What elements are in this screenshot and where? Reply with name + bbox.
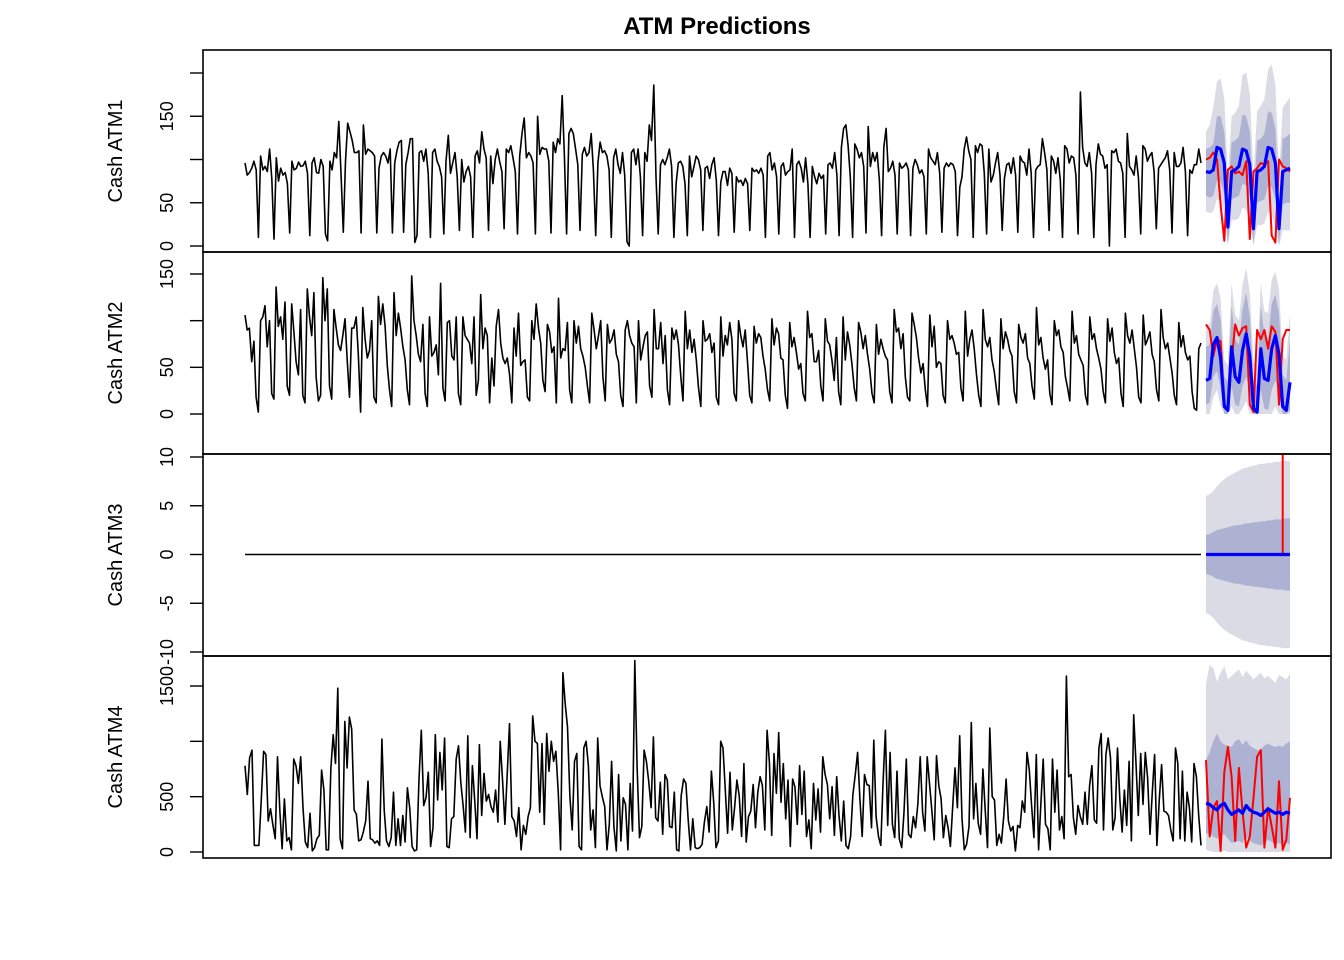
panel-2: 0 50 150 Cash ATM2 bbox=[105, 251, 1332, 455]
panel-3-tick-label-3: 5 bbox=[157, 501, 177, 511]
panel-4: 0 500 1500 Cash ATM4 bbox=[105, 655, 1332, 859]
panel-4-tick-label-0: 0 bbox=[157, 847, 177, 857]
panel-3: -10 -5 0 5 10 Cash ATM3 bbox=[105, 447, 1332, 665]
panel-2-tick-label-1: 50 bbox=[157, 357, 177, 377]
panel-2-forecast-mean-line bbox=[1205, 332, 1292, 414]
panel-1-history-line bbox=[244, 84, 1202, 247]
panel-4-actual-line bbox=[1205, 745, 1291, 852]
chart-panels: 0 50 150 Cash ATM1 0 50 150 Cash ATM2 -10 -5 0 5 10 C… bbox=[105, 49, 1332, 859]
panel-1-tick-label-0: 0 bbox=[157, 241, 177, 251]
panel-4-forecast-mean-line bbox=[1205, 801, 1291, 818]
panel-1-tick-label-1: 50 bbox=[157, 193, 177, 213]
panel-1-frame bbox=[202, 49, 1332, 253]
panel-1-actual-line bbox=[1205, 151, 1291, 244]
panel-2-tick-label-2: 150 bbox=[157, 259, 177, 289]
panel-3-tick-label-1: -5 bbox=[157, 595, 177, 611]
chart-title: ATM Predictions bbox=[623, 13, 811, 40]
panel-1: 0 50 150 Cash ATM1 bbox=[105, 49, 1332, 253]
panel-4-y-axis-label: Cash ATM4 bbox=[105, 706, 127, 809]
panel-3-tick-label-2: 0 bbox=[157, 549, 177, 559]
panel-1-tick-label-2: 150 bbox=[157, 101, 177, 131]
panel-1-forecast-mean-line bbox=[1205, 145, 1291, 231]
panel-2-tick-label-0: 0 bbox=[157, 409, 177, 419]
panel-3-y-axis-label: Cash ATM3 bbox=[105, 504, 127, 607]
panel-4-tick-label-1: 500 bbox=[157, 782, 177, 812]
panel-2-history-line bbox=[244, 275, 1202, 413]
panel-1-y-axis-label: Cash ATM1 bbox=[105, 100, 127, 203]
panel-4-history-line bbox=[244, 659, 1202, 852]
panel-4-frame bbox=[202, 655, 1332, 859]
panel-3-tick-label-0: -10 bbox=[157, 639, 177, 665]
panel-3-tick-label-4: 10 bbox=[157, 447, 177, 467]
panel-2-y-axis-label: Cash ATM2 bbox=[105, 302, 127, 405]
panel-4-tick-label-2: 1500 bbox=[157, 666, 177, 706]
